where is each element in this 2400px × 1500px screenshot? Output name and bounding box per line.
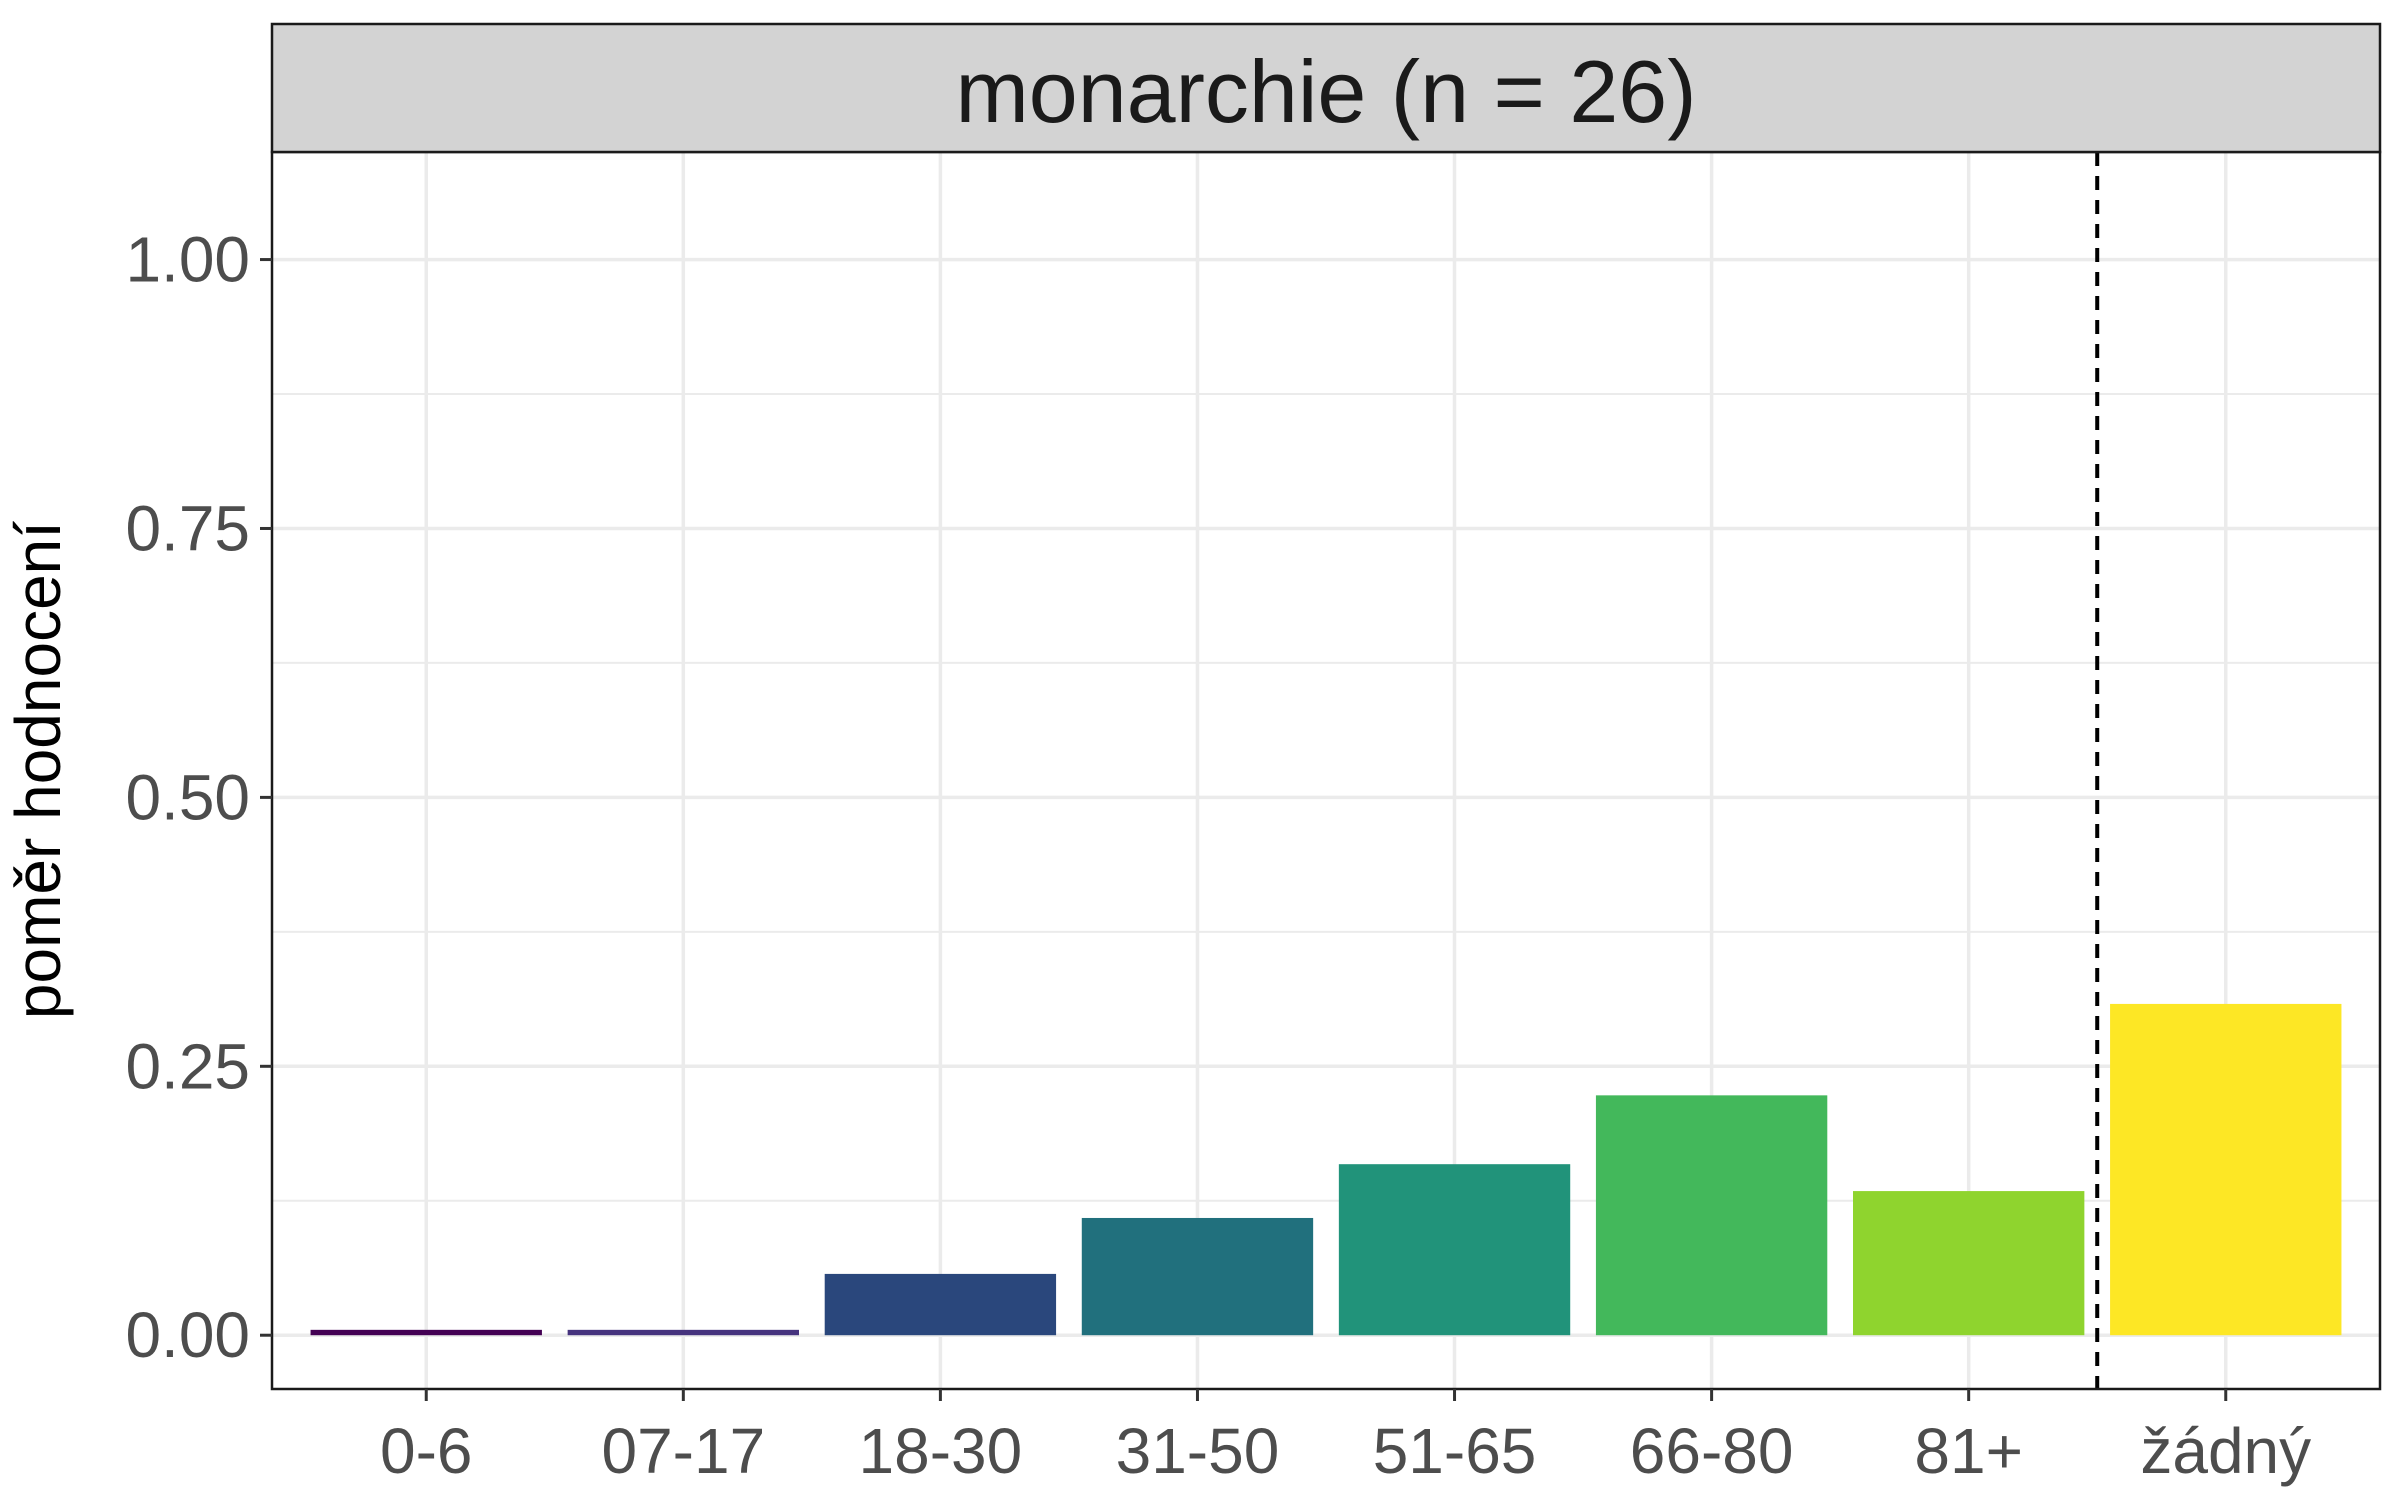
x-tick-label: žádný (2140, 1415, 2311, 1487)
y-tick-label: 1.00 (125, 224, 250, 296)
bar-žádný (2110, 1003, 2342, 1336)
y-tick-label: 0.50 (125, 761, 250, 833)
y-tick-label: 0.75 (125, 492, 250, 564)
strip-title: monarchie (n = 26) (955, 42, 1696, 141)
major-gridlines (272, 152, 2380, 1389)
bars (310, 1003, 2342, 1336)
panel-background (272, 152, 2380, 1389)
bar-0-6 (310, 1329, 542, 1336)
bar-07-17 (567, 1329, 799, 1336)
x-tick-label: 31-50 (1116, 1415, 1280, 1487)
y-axis-title: poměr hodnocení (2, 521, 74, 1019)
y-axis: 0.00 0.25 0.50 0.75 1.00 (125, 224, 272, 1371)
bar-81+ (1853, 1191, 2085, 1336)
x-tick-label: 18-30 (859, 1415, 1023, 1487)
bar-18-30 (824, 1273, 1057, 1336)
bar-51-65 (1338, 1164, 1571, 1336)
y-tick-label: 0.00 (125, 1299, 250, 1371)
x-tick-label: 51-65 (1373, 1415, 1537, 1487)
x-tick-label: 81+ (1914, 1415, 2023, 1487)
x-tick-label: 0-6 (380, 1415, 473, 1487)
x-axis: 0-6 07-17 18-30 31-50 51-65 66-80 81+ žádný (380, 1389, 2311, 1487)
strip-background (270, 22, 2382, 154)
bar-66-80 (1595, 1095, 1828, 1336)
bar-31-50 (1081, 1217, 1314, 1336)
x-tick-label: 07-17 (601, 1415, 765, 1487)
y-tick-label: 0.25 (125, 1030, 250, 1102)
x-tick-label: 66-80 (1630, 1415, 1794, 1487)
